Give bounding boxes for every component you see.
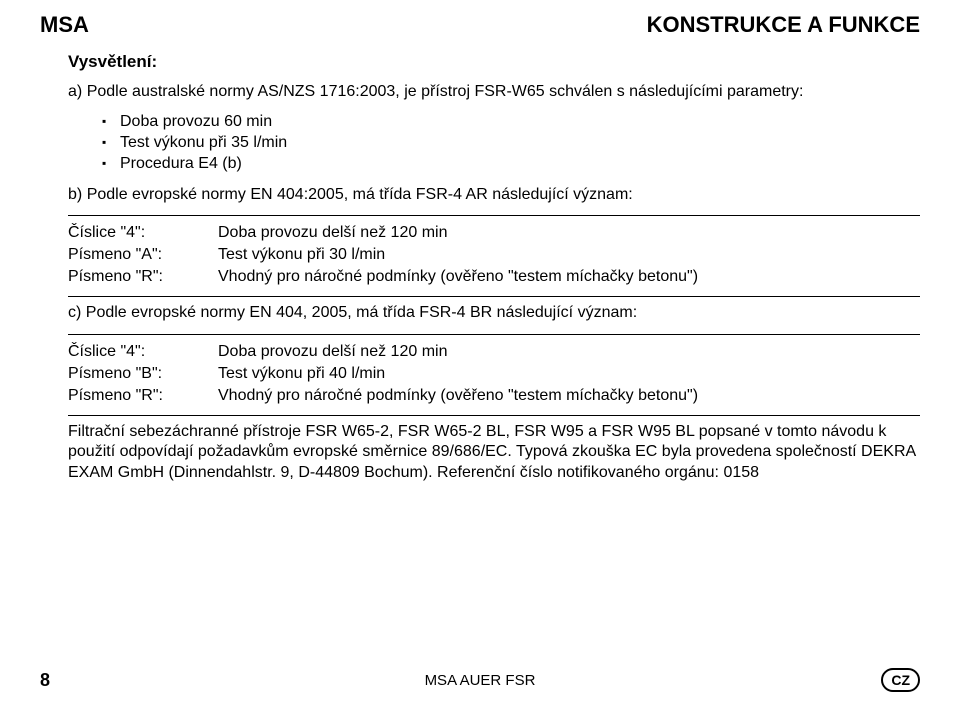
section-c: c) Podle evropské normy EN 404, 2005, má… — [68, 303, 920, 323]
divider — [68, 296, 920, 297]
table-row: Číslice "4": Doba provozu delší než 120 … — [68, 222, 920, 244]
section-b-text: Podle evropské normy EN 404:2005, má tří… — [87, 186, 633, 203]
section-a-bullets: Doba provozu 60 min Test výkonu při 35 l… — [68, 112, 920, 174]
def-right: Test výkonu při 30 l/min — [218, 246, 920, 264]
footer-lang: CZ — [880, 668, 920, 692]
divider — [68, 334, 920, 335]
def-right: Vhodný pro náročné podmínky (ověřeno "te… — [218, 268, 920, 286]
table-row: Písmeno "A": Test výkonu při 30 l/min — [68, 244, 920, 266]
list-item: Test výkonu při 35 l/min — [120, 133, 920, 154]
def-left: Číslice "4": — [68, 224, 218, 242]
section-a: a) Podle australské normy AS/NZS 1716:20… — [68, 82, 920, 102]
def-right: Doba provozu delší než 120 min — [218, 343, 920, 361]
table-row: Číslice "4": Doba provozu delší než 120 … — [68, 341, 920, 363]
page-number: 8 — [40, 670, 80, 691]
def-left: Písmeno "B": — [68, 365, 218, 383]
footer-center-text: MSA AUER FSR — [80, 672, 880, 689]
divider — [68, 215, 920, 216]
header-left: MSA — [40, 12, 89, 38]
def-left: Číslice "4": — [68, 343, 218, 361]
def-left: Písmeno "A": — [68, 246, 218, 264]
section-c-label: c) — [68, 304, 81, 321]
def-left: Písmeno "R": — [68, 268, 218, 286]
list-item: Procedura E4 (b) — [120, 154, 920, 175]
lang-badge: CZ — [881, 668, 920, 692]
list-item: Doba provozu 60 min — [120, 112, 920, 133]
divider — [68, 415, 920, 416]
table-row: Písmeno "B": Test výkonu při 40 l/min — [68, 363, 920, 385]
section-a-label: a) — [68, 83, 82, 100]
def-right: Test výkonu při 40 l/min — [218, 365, 920, 383]
section-c-text: Podle evropské normy EN 404, 2005, má tř… — [86, 304, 637, 321]
page-footer: 8 MSA AUER FSR CZ — [0, 668, 960, 692]
def-right: Doba provozu delší než 120 min — [218, 224, 920, 242]
page-header: MSA KONSTRUKCE A FUNKCE — [40, 12, 920, 38]
section-a-text: Podle australské normy AS/NZS 1716:2003,… — [87, 83, 804, 100]
section-b: b) Podle evropské normy EN 404:2005, má … — [68, 185, 920, 205]
subheading: Vysvětlení: — [68, 52, 920, 72]
header-right: KONSTRUKCE A FUNKCE — [647, 12, 920, 38]
def-left: Písmeno "R": — [68, 387, 218, 405]
section-c-table: Číslice "4": Doba provozu delší než 120 … — [68, 341, 920, 407]
def-right: Vhodný pro náročné podmínky (ověřeno "te… — [218, 387, 920, 405]
section-b-table: Číslice "4": Doba provozu delší než 120 … — [68, 222, 920, 288]
section-b-label: b) — [68, 186, 82, 203]
table-row: Písmeno "R": Vhodný pro náročné podmínky… — [68, 266, 920, 288]
table-row: Písmeno "R": Vhodný pro náročné podmínky… — [68, 385, 920, 407]
final-paragraph: Filtrační sebezáchranné přístroje FSR W6… — [68, 422, 920, 483]
